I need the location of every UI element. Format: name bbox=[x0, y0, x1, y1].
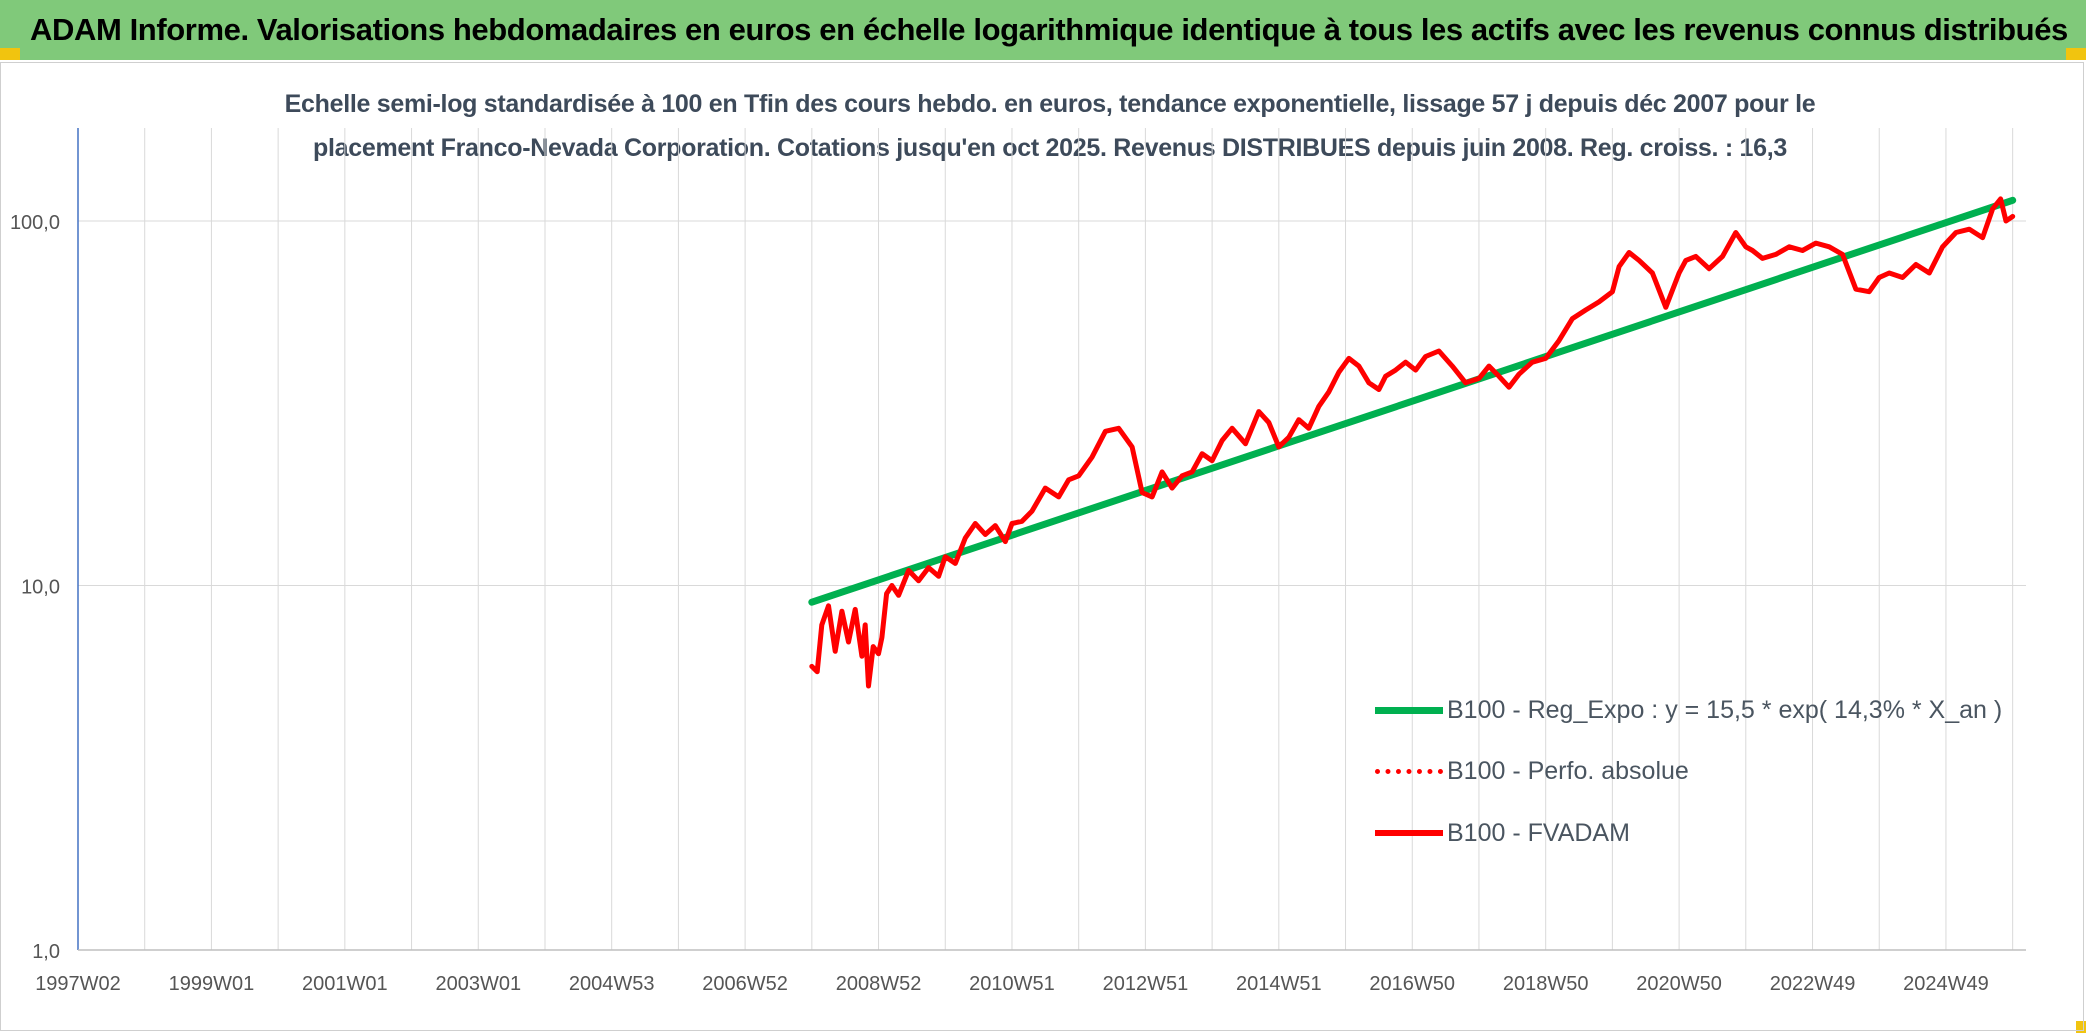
x-tick-label: 2016W50 bbox=[1369, 973, 1455, 995]
legend-item-perfo-absolue: B100 - Perfo. absolue bbox=[1375, 751, 1689, 791]
corner-marker-right bbox=[2066, 48, 2086, 60]
y-tick-label: 1,0 bbox=[32, 941, 60, 963]
corner-marker-left bbox=[0, 48, 20, 60]
x-tick-label: 1999W01 bbox=[169, 973, 255, 995]
series-line-0 bbox=[808, 196, 2017, 606]
x-tick-label: 2012W51 bbox=[1103, 973, 1189, 995]
x-tick-label: 1997W02 bbox=[35, 973, 121, 995]
series-line-2 bbox=[809, 196, 2016, 689]
chart-title-line-1: Echelle semi-log standardisée à 100 en T… bbox=[284, 90, 1816, 118]
x-tick-label: 2014W51 bbox=[1236, 973, 1322, 995]
x-tick-label: 2018W50 bbox=[1503, 973, 1589, 995]
legend-item-fvadam: B100 - FVADAM bbox=[1375, 813, 1630, 853]
x-tick-label: 2020W50 bbox=[1636, 973, 1722, 995]
legend-swatch-perfo-absolue bbox=[1375, 768, 1443, 774]
x-tick-label: 2010W51 bbox=[969, 973, 1055, 995]
x-tick-label: 2006W52 bbox=[702, 973, 788, 995]
chart-frame bbox=[0, 62, 2084, 1031]
corner-marker-bottom-right bbox=[2076, 1021, 2086, 1033]
y-tick-label: 100,0 bbox=[10, 212, 60, 234]
page-banner-title: ADAM Informe. Valorisations hebdomadaire… bbox=[0, 0, 2086, 60]
x-tick-label: 2022W49 bbox=[1770, 973, 1856, 995]
x-tick-label: 2003W01 bbox=[435, 973, 521, 995]
x-tick-label: 2001W01 bbox=[302, 973, 388, 995]
chart-title-line-2: placement Franco-Nevada Corporation. Cot… bbox=[313, 134, 1787, 162]
legend-swatch-fvadam bbox=[1375, 830, 1443, 836]
legend-item-reg-expo: B100 - Reg_Expo : y = 15,5 * exp( 14,3% … bbox=[1375, 690, 2002, 730]
legend-swatch-reg-expo bbox=[1375, 706, 1443, 714]
x-tick-label: 2004W53 bbox=[569, 973, 655, 995]
legend-label-perfo-absolue: B100 - Perfo. absolue bbox=[1447, 756, 1689, 785]
legend-label-fvadam: B100 - FVADAM bbox=[1447, 818, 1630, 847]
x-tick-label: 2008W52 bbox=[836, 973, 922, 995]
x-tick-label: 2024W49 bbox=[1903, 973, 1989, 995]
legend-label-reg-expo: B100 - Reg_Expo : y = 15,5 * exp( 14,3% … bbox=[1447, 695, 2003, 724]
y-tick-label: 10,0 bbox=[21, 577, 60, 599]
